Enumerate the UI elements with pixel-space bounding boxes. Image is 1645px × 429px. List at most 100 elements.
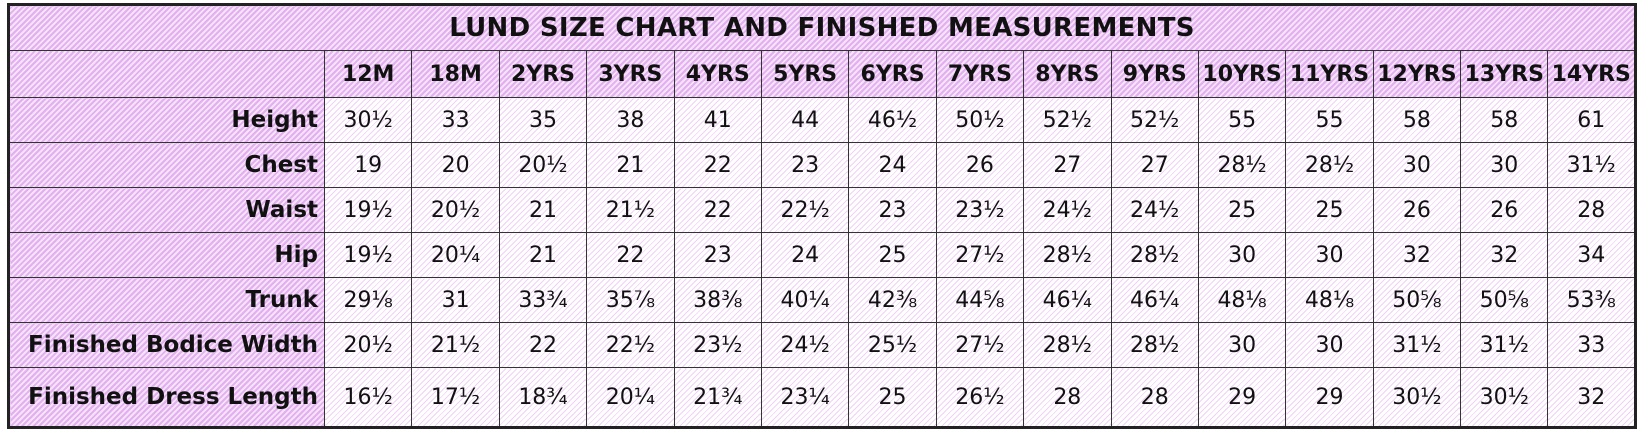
cell-value: 27 — [1110, 142, 1199, 188]
cell-value: 50½ — [935, 97, 1025, 143]
size-table: LUND SIZE CHART AND FINISHED MEASUREMENT… — [7, 3, 1637, 429]
cell-value: 17½ — [411, 367, 500, 428]
cell-value: 24 — [848, 142, 937, 188]
row-label: Waist — [8, 187, 325, 233]
cell-value: 48⅛ — [1285, 277, 1374, 323]
size-chart: LUND SIZE CHART AND FINISHED MEASUREMENT… — [7, 3, 1637, 429]
data-row: Chest 19 20 20½ 21 22 23 24 26 27 27 28½ 28½ 30 30 31½ — [8, 142, 1636, 188]
cell-value: 22 — [586, 232, 675, 278]
cell-value: 30½ — [323, 97, 413, 143]
cell-value: 52½ — [1023, 97, 1112, 143]
cell-value: 23½ — [673, 322, 762, 368]
cell-value: 35 — [498, 97, 588, 143]
cell-value: 24½ — [760, 322, 850, 368]
cell-value: 24½ — [1110, 187, 1199, 233]
size-header: 3YRS — [586, 50, 675, 98]
cell-value: 58 — [1372, 97, 1462, 143]
cell-value: 50⅝ — [1372, 277, 1462, 323]
cell-value: 32 — [1460, 232, 1549, 278]
cell-value: 35⅞ — [586, 277, 675, 323]
cell-value: 33 — [1547, 322, 1636, 368]
cell-value: 38 — [586, 97, 675, 143]
row-label: Finished Dress Length — [8, 367, 325, 428]
cell-value: 22½ — [760, 187, 850, 233]
cell-value: 46¼ — [1110, 277, 1199, 323]
cell-value: 25 — [1285, 187, 1374, 233]
cell-value: 21 — [498, 187, 588, 233]
row-label: Height — [8, 97, 325, 143]
size-header: 6YRS — [848, 50, 937, 98]
cell-value: 28 — [1023, 367, 1112, 428]
data-row: Finished Bodice Width 20½ 21½ 22 22½ 23½ 24½ 25… — [8, 322, 1636, 368]
cell-value: 52½ — [1110, 97, 1199, 143]
cell-value: 28½ — [1023, 232, 1112, 278]
cell-value: 38⅜ — [673, 277, 762, 323]
cell-value: 34 — [1547, 232, 1636, 278]
cell-value: 28 — [1547, 187, 1636, 233]
cell-value: 26 — [1460, 187, 1549, 233]
cell-value: 26 — [935, 142, 1025, 188]
cell-value: 23 — [848, 187, 937, 233]
cell-value: 18¾ — [498, 367, 588, 428]
cell-value: 28 — [1110, 367, 1199, 428]
cell-value: 21¾ — [673, 367, 762, 428]
cell-value: 33¾ — [498, 277, 588, 323]
cell-value: 30½ — [1460, 367, 1549, 428]
cell-value: 29 — [1197, 367, 1287, 428]
size-header: 4YRS — [673, 50, 762, 98]
cell-value: 22½ — [586, 322, 675, 368]
cell-value: 28½ — [1110, 322, 1199, 368]
cell-value: 30 — [1197, 322, 1287, 368]
cell-value: 23¼ — [760, 367, 850, 428]
cell-value: 53⅜ — [1547, 277, 1636, 323]
cell-value: 24½ — [1023, 187, 1112, 233]
size-header: 12YRS — [1372, 50, 1462, 98]
size-header: 10YRS — [1197, 50, 1287, 98]
cell-value: 21½ — [411, 322, 500, 368]
cell-value: 22 — [673, 187, 762, 233]
cell-value: 46¼ — [1023, 277, 1112, 323]
row-label: Hip — [8, 232, 325, 278]
cell-value: 42⅜ — [848, 277, 937, 323]
cell-value: 55 — [1285, 97, 1374, 143]
cell-value: 22 — [673, 142, 762, 188]
data-row: Waist 19½ 20½ 21 21½ 22 22½ 23 23½ 24½ 24½ 25 25 26 26… — [8, 187, 1636, 233]
data-row: Hip 19½ 20¼ 21 22 23 24 25 27½ 28½ 28½ 30 30 32 32 34 — [8, 232, 1636, 278]
cell-value: 26½ — [935, 367, 1025, 428]
data-row: Finished Dress Length 16½ 17½ 18¾ 20¼ 21¾ 23¼ 2… — [8, 367, 1636, 428]
cell-value: 25 — [848, 367, 937, 428]
cell-value: 32 — [1372, 232, 1462, 278]
size-header: 13YRS — [1460, 50, 1549, 98]
size-header: 7YRS — [935, 50, 1025, 98]
cell-value: 29 — [1285, 367, 1374, 428]
table-title: LUND SIZE CHART AND FINISHED MEASUREMENT… — [8, 4, 1636, 51]
cell-value: 44⅝ — [935, 277, 1025, 323]
title-row: LUND SIZE CHART AND FINISHED MEASUREMENT… — [8, 4, 1636, 51]
cell-value: 28½ — [1197, 142, 1287, 188]
data-row: Height 30½ 33 35 38 41 44 46½ 50½ 52½ 52½ 55 55 58 58 6… — [8, 97, 1636, 143]
cell-value: 30 — [1285, 322, 1374, 368]
cell-value: 32 — [1547, 367, 1636, 428]
cell-value: 20¼ — [411, 232, 500, 278]
header-row: 12M 18M 2YRS 3YRS 4YRS 5YRS 6YRS 7YRS 8YRS 9YRS 10… — [8, 50, 1636, 98]
cell-value: 33 — [411, 97, 500, 143]
cell-value: 31 — [411, 277, 500, 323]
cell-value: 30 — [1197, 232, 1287, 278]
cell-value: 29⅛ — [323, 277, 413, 323]
corner-cell — [8, 50, 325, 98]
cell-value: 16½ — [323, 367, 413, 428]
cell-value: 27 — [1023, 142, 1112, 188]
size-header: 18M — [411, 50, 500, 98]
cell-value: 22 — [498, 322, 588, 368]
cell-value: 20 — [411, 142, 500, 188]
cell-value: 41 — [673, 97, 762, 143]
cell-value: 21 — [586, 142, 675, 188]
row-label: Chest — [8, 142, 325, 188]
cell-value: 61 — [1547, 97, 1636, 143]
cell-value: 20½ — [323, 322, 413, 368]
cell-value: 31½ — [1547, 142, 1636, 188]
cell-value: 23½ — [935, 187, 1025, 233]
size-header: 2YRS — [498, 50, 588, 98]
cell-value: 25 — [848, 232, 937, 278]
